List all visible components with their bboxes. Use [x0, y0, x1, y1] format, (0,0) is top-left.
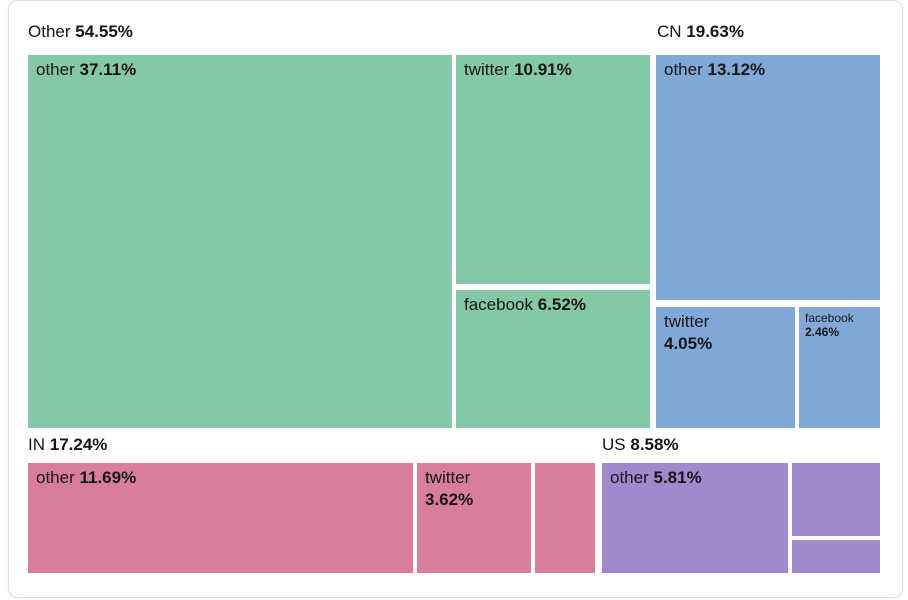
cell-label: twitter 4.05%: [664, 312, 713, 353]
group-pct: 19.63%: [686, 22, 744, 41]
treemap-cell-cn-other: other 13.12%: [656, 55, 880, 300]
cell-label: other 11.69%: [36, 468, 137, 487]
treemap-cell-us-unlabeled-1: [792, 463, 880, 536]
treemap-cell-cn-twitter: twitter 4.05%: [656, 307, 795, 428]
group-header-other: Other 54.55%: [28, 22, 133, 42]
group-pct: 8.58%: [630, 435, 679, 454]
treemap-cell-other-facebook: facebook 6.52%: [456, 290, 650, 428]
cell-label: facebook 6.52%: [464, 295, 586, 314]
group-name: CN: [657, 22, 682, 41]
treemap-cell-in-unlabeled: [535, 463, 595, 573]
treemap-cell-other-other: other 37.11%: [28, 55, 452, 428]
group-pct: 17.24%: [49, 435, 108, 454]
group-header-us: US 8.58%: [602, 435, 679, 455]
cell-label: twitter 3.62%: [425, 468, 474, 509]
group-header-cn: CN 19.63%: [657, 22, 744, 42]
treemap-cell-us-unlabeled-2: [792, 540, 880, 573]
cell-label: twitter 10.91%: [464, 60, 572, 79]
treemap-cell-us-other: other 5.81%: [602, 463, 788, 573]
treemap-cell-in-other: other 11.69%: [28, 463, 413, 573]
group-pct: 54.55%: [75, 22, 133, 41]
group-name: Other: [28, 22, 71, 41]
treemap-cell-cn-facebook: facebook 2.46%: [799, 307, 880, 428]
cell-label: other 13.12%: [664, 60, 766, 79]
group-name: IN: [28, 435, 45, 454]
treemap-cell-in-twitter: twitter 3.62%: [417, 463, 531, 573]
cell-label: other 37.11%: [36, 60, 137, 79]
treemap-cell-other-twitter: twitter 10.91%: [456, 55, 650, 284]
group-header-in: IN 17.24%: [28, 435, 107, 455]
group-name: US: [602, 435, 626, 454]
cell-label: facebook 2.46%: [805, 311, 854, 339]
cell-label: other 5.81%: [610, 468, 702, 487]
